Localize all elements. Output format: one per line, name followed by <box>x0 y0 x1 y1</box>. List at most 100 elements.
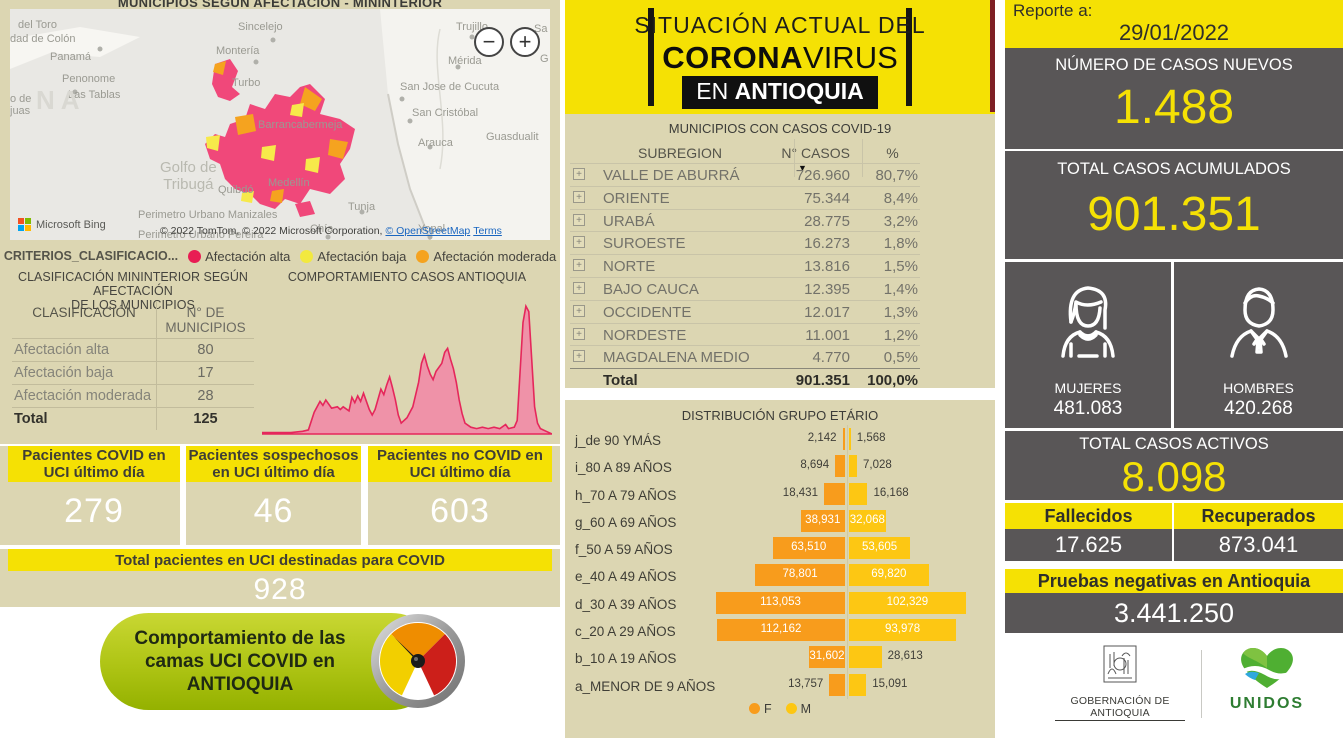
table-total-row: Total 125 <box>12 407 254 430</box>
osm-link[interactable]: © OpenStreetMap <box>385 225 471 237</box>
uci-suspect-value: 46 <box>253 492 294 530</box>
expand-icon[interactable]: + <box>573 281 585 294</box>
terms-link[interactable]: Terms <box>473 225 502 237</box>
table-row[interactable]: + NORDESTE 11.001 1,2% <box>570 322 920 346</box>
map-label: Yopal <box>418 223 446 235</box>
map-label: Penonome <box>62 73 116 85</box>
unidos-heart-icon <box>1241 647 1295 688</box>
col-header-pct[interactable]: % <box>886 145 899 161</box>
classification-table: CLASIFICACIÓN N° DE MUNICIPIOS Afectación… <box>12 302 254 430</box>
legend-item-baja[interactable]: Afectación baja <box>300 249 406 264</box>
logos-row: GOBERNACIÓN DE ANTIOQUIA UNIDOS <box>1005 640 1343 738</box>
table-row[interactable]: Afectación baja 17 <box>12 361 254 384</box>
map-country-watermark: NA <box>36 85 86 115</box>
map-zoom-out-button[interactable]: − <box>474 27 504 57</box>
table-row[interactable]: + URABÁ 28.775 3,2% <box>570 208 920 232</box>
table-row[interactable]: + OCCIDENTE 12.017 1,3% <box>570 299 920 323</box>
map-zoom-in-button[interactable]: + <box>510 27 540 57</box>
map-label: Turbo <box>232 77 261 89</box>
m-dot-icon <box>785 703 797 714</box>
legend-item-f[interactable]: F <box>748 702 772 716</box>
divider <box>0 545 560 549</box>
expand-icon[interactable]: + <box>573 350 585 363</box>
subregion-table-rows: + VALLE DE ABURRÁ 726.960 80,7% + ORIENTE 75.… <box>570 163 920 391</box>
map-label: o de <box>10 93 32 105</box>
expand-icon[interactable]: + <box>573 190 585 203</box>
women-label: MUJERES <box>1054 380 1122 396</box>
pyramid-row[interactable]: d_30 A 39 AÑOS 113,053 102,329 <box>575 588 991 617</box>
header-line1: SITUACIÓN ACTUAL DEL <box>634 12 926 38</box>
affectation-map[interactable]: del Toro dad de Colón Panamá Penonome La… <box>10 9 550 240</box>
active-cases-value: 8.098 <box>1121 453 1227 500</box>
uci-noncovid-card-header: Pacientes no COVID en UCI último día <box>368 446 552 482</box>
men-panel: HOMBRES 420.268 <box>1174 262 1343 428</box>
map-label: Chía <box>310 223 334 235</box>
map-attribution: © 2022 TomTom, © 2022 Microsoft Corporat… <box>160 225 502 237</box>
unidos-text: UNIDOS <box>1229 695 1305 712</box>
woman-icon <box>1061 286 1115 358</box>
table-row[interactable]: Afectación moderada 28 <box>12 384 254 407</box>
trend-chart-title: COMPORTAMIENTO CASOS ANTIOQUIA <box>287 270 527 284</box>
uci-total-value: 928 <box>253 573 307 606</box>
legend-item-moderada[interactable]: Afectación moderada <box>416 249 556 264</box>
pyramid-row[interactable]: e_40 A 49 AÑOS 78,801 69,820 <box>575 561 991 590</box>
table-row[interactable]: + NORTE 13.816 1,5% <box>570 254 920 277</box>
legend-item-m[interactable]: M <box>785 702 811 716</box>
pyramid-row[interactable]: b_10 A 19 AÑOS 31,602 28,613 <box>575 643 991 672</box>
table-row[interactable]: + ORIENTE 75.344 8,4% <box>570 185 920 209</box>
map-label: San Cristóbal <box>412 107 479 119</box>
cases-trend-chart[interactable] <box>262 288 552 440</box>
table-row[interactable]: Afectación alta 80 <box>12 338 254 361</box>
men-value: 420.268 <box>1224 398 1293 419</box>
uci-covid-card-header: Pacientes COVID en UCI último día <box>8 446 180 482</box>
badge-text: Comportamiento de las camas UCI COVID en… <box>134 628 346 695</box>
map-label: Perimetro Urbano Pereira <box>138 229 264 240</box>
col-header: CLASIFICACIÓN <box>12 302 157 338</box>
map-label: Mérida <box>448 55 482 67</box>
map-label: Guasdualit <box>486 131 539 143</box>
header-bar-left <box>648 8 654 106</box>
logo-divider <box>1201 650 1202 718</box>
uci-covid-value: 279 <box>64 492 124 530</box>
uci-beds-badge[interactable]: Comportamiento de las camas UCI COVID en… <box>100 613 465 710</box>
pyramid-row[interactable]: j_de 90 YMÁS 2,142 1,568 <box>575 425 991 453</box>
map-label: dad de Colón <box>10 33 76 45</box>
pyramid-row[interactable]: f_50 A 59 AÑOS 63,510 53,605 <box>575 534 991 563</box>
pyramid-row[interactable]: g_60 A 69 AÑOS 38,931 32,068 <box>575 506 991 535</box>
divider <box>0 444 560 446</box>
map-label: Quibdó <box>218 184 254 196</box>
legend-item-alta[interactable]: Afectación alta <box>188 249 290 264</box>
divider <box>361 446 368 545</box>
col-header-subregion[interactable]: SUBREGION <box>638 145 723 161</box>
sort-desc-icon[interactable]: ▼ <box>798 163 807 173</box>
new-cases-value: 1.488 <box>1113 81 1235 134</box>
col-header-cases[interactable]: N° CASOS <box>781 145 850 161</box>
pyramid-legend: F M <box>565 702 995 716</box>
expand-icon[interactable]: + <box>573 168 585 180</box>
table-row[interactable]: + SUROESTE 16.273 1,8% <box>570 231 920 254</box>
unidos-logo: UNIDOS <box>1217 644 1317 713</box>
moderada-dot-icon <box>416 249 430 263</box>
map-label: Sa <box>534 23 548 35</box>
expand-icon[interactable]: + <box>573 304 585 317</box>
table-row[interactable]: + MAGDALENA MEDIO 4.770 0,5% <box>570 345 920 368</box>
negative-tests-header: Pruebas negativas en Antioquia <box>1005 569 1343 593</box>
table-row[interactable]: + BAJO CAUCA 12.395 1,4% <box>570 276 920 300</box>
expand-icon[interactable]: + <box>573 213 585 226</box>
subregion-table-title: MUNICIPIOS CON CASOS COVID-19 <box>668 121 892 136</box>
dashboard-header: SITUACIÓN ACTUAL DEL CORONAVIRUS EN ANTI… <box>565 0 995 114</box>
pyramid-row[interactable]: i_80 A 89 AÑOS 8,694 7,028 <box>575 452 991 481</box>
active-cases-panel: TOTAL CASOS ACTIVOS 8.098 <box>1005 431 1343 500</box>
gauge-icon <box>371 614 465 708</box>
pyramid-row[interactable]: c_20 A 29 AÑOS 112,162 93,978 <box>575 616 991 645</box>
new-cases-label: NÚMERO DE CASOS NUEVOS <box>1055 56 1293 74</box>
map-label: Montería <box>216 45 260 57</box>
table-row[interactable]: + VALLE DE ABURRÁ 726.960 80,7% <box>570 163 920 186</box>
expand-icon[interactable]: + <box>573 327 585 340</box>
age-pyramid-chart[interactable]: j_de 90 YMÁS 2,142 1,568 i_80 A 89 AÑOS 8,6… <box>575 425 991 699</box>
expand-icon[interactable]: + <box>573 259 585 272</box>
expand-icon[interactable]: + <box>573 236 585 249</box>
pyramid-row[interactable]: a_MENOR DE 9 AÑOS 13,757 15,091 <box>575 670 991 699</box>
pyramid-row[interactable]: h_70 A 79 AÑOS 18,431 16,168 <box>575 479 991 508</box>
